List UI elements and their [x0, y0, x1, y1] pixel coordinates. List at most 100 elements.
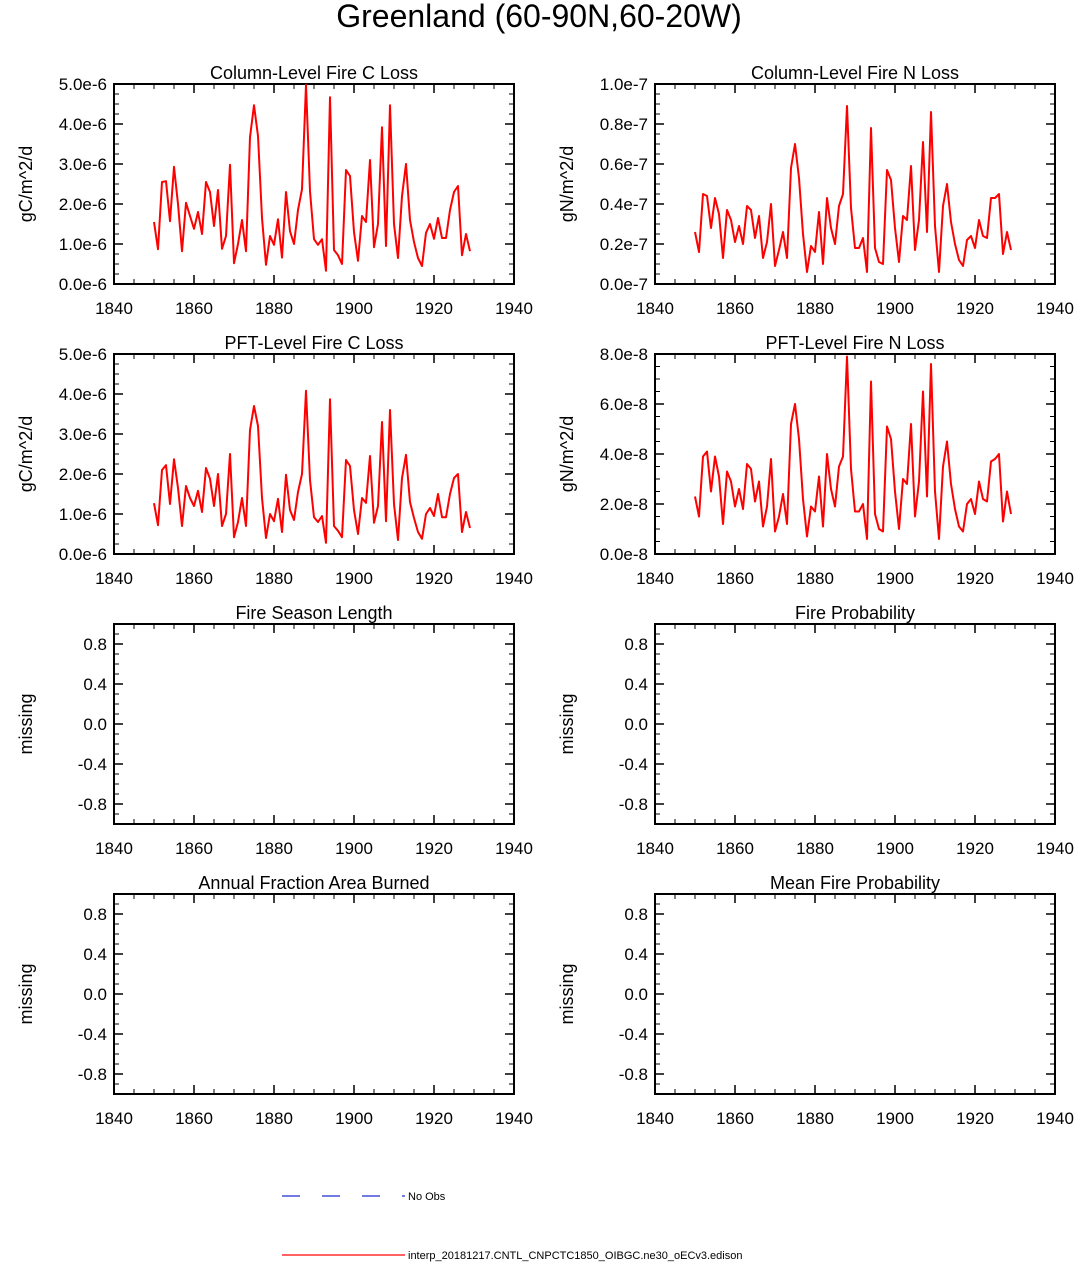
y-tick-label: 3.0e-6	[59, 425, 107, 444]
y-tick-label: 0.8	[83, 905, 107, 924]
y-tick-label: 0.0	[83, 985, 107, 1004]
x-tick-label: 1940	[495, 1109, 533, 1128]
y-tick-label: -0.8	[619, 795, 648, 814]
x-tick-label: 1940	[1036, 839, 1074, 858]
y-tick-label: 0.2e-7	[600, 235, 648, 254]
x-tick-label: 1840	[95, 569, 133, 588]
x-tick-label: 1920	[415, 1109, 453, 1128]
y-axis-label: missing	[557, 693, 577, 754]
x-tick-label: 1940	[495, 569, 533, 588]
x-tick-label: 1880	[796, 1109, 834, 1128]
series-line	[694, 105, 1012, 273]
y-tick-label: -0.4	[78, 1025, 107, 1044]
panel-2: Column-Level Fire N Loss gN/m^2/d 1840 1860…	[557, 63, 1074, 318]
y-tick-label: -0.4	[78, 755, 107, 774]
x-tick-label: 1840	[636, 1109, 674, 1128]
x-tick-label: 1880	[796, 569, 834, 588]
panel-1: Column-Level Fire C Loss gC/m^2/d 1840 1860…	[16, 63, 533, 318]
y-tick-label: 0.0	[624, 715, 648, 734]
panel-6: Fire Probability missing 1840 1860 1880 1900 1…	[557, 603, 1074, 858]
y-tick-label: -0.8	[78, 1065, 107, 1084]
x-tick-label: 1880	[255, 1109, 293, 1128]
x-tick-label: 1880	[255, 569, 293, 588]
y-tick-label: 2.0e-6	[59, 195, 107, 214]
y-axis-label: missing	[16, 963, 36, 1024]
x-tick-label: 1920	[956, 839, 994, 858]
x-tick-label: 1940	[495, 839, 533, 858]
panel-5: Fire Season Length missing 1840 1860 1880 190…	[16, 603, 533, 858]
x-tick-label: 1840	[636, 569, 674, 588]
series-line	[153, 389, 471, 544]
plot-frame	[654, 893, 1056, 1095]
panel-title: PFT-Level Fire C Loss	[224, 333, 403, 353]
y-axis-label: gN/m^2/d	[557, 416, 577, 492]
y-tick-label: 4.0e-6	[59, 385, 107, 404]
x-tick-label: 1880	[796, 839, 834, 858]
x-tick-label: 1940	[495, 299, 533, 318]
x-tick-label: 1840	[636, 839, 674, 858]
y-tick-label: 3.0e-6	[59, 155, 107, 174]
x-tick-label: 1900	[335, 299, 373, 318]
x-tick-label: 1900	[876, 299, 914, 318]
x-tick-label: 1940	[1036, 569, 1074, 588]
x-tick-label: 1860	[175, 299, 213, 318]
x-tick-label: 1840	[636, 299, 674, 318]
panel-4: PFT-Level Fire N Loss gN/m^2/d 1840 1860 188…	[557, 333, 1074, 588]
y-tick-label: 4.0e-8	[600, 445, 648, 464]
plot-frame	[113, 893, 515, 1095]
y-axis-label: gC/m^2/d	[16, 146, 36, 222]
panel-title: Annual Fraction Area Burned	[198, 873, 429, 893]
x-tick-label: 1900	[876, 1109, 914, 1128]
y-tick-label: 4.0e-6	[59, 115, 107, 134]
y-axis-label: gC/m^2/d	[16, 416, 36, 492]
x-tick-label: 1940	[1036, 299, 1074, 318]
y-tick-label: 0.4	[624, 945, 648, 964]
panel-8: Mean Fire Probability missing 1840 1860 1880…	[557, 873, 1074, 1128]
y-tick-label: -0.4	[619, 755, 648, 774]
y-tick-label: 1.0e-7	[600, 75, 648, 94]
x-tick-label: 1900	[335, 569, 373, 588]
series-line	[153, 83, 471, 272]
x-tick-label: 1940	[1036, 1109, 1074, 1128]
plot-frame	[654, 623, 1056, 825]
panel-title: Column-Level Fire C Loss	[210, 63, 418, 83]
x-tick-label: 1840	[95, 1109, 133, 1128]
y-axis-label: missing	[557, 963, 577, 1024]
x-tick-label: 1900	[335, 839, 373, 858]
y-tick-label: -0.8	[78, 795, 107, 814]
panel-title: Mean Fire Probability	[770, 873, 940, 893]
x-tick-label: 1880	[796, 299, 834, 318]
y-tick-label: 8.0e-8	[600, 345, 648, 364]
panel-title: Fire Probability	[795, 603, 915, 623]
y-tick-label: 0.4e-7	[600, 195, 648, 214]
panel-title: PFT-Level Fire N Loss	[765, 333, 944, 353]
series-line	[694, 355, 1012, 540]
y-tick-label: 0.4	[83, 945, 107, 964]
panel-7: Annual Fraction Area Burned missing 1840 18…	[16, 873, 533, 1128]
x-tick-label: 1900	[876, 839, 914, 858]
x-tick-label: 1920	[415, 299, 453, 318]
y-tick-label: 0.0	[83, 715, 107, 734]
y-tick-label: 0.0e-6	[59, 275, 107, 294]
y-tick-label: 2.0e-8	[600, 495, 648, 514]
y-tick-label: 1.0e-6	[59, 235, 107, 254]
y-tick-label: 0.8	[624, 905, 648, 924]
legend: No Obs interp_20181217.CNTL_CNPCTC1850_OI…	[282, 1191, 742, 1262]
x-tick-label: 1920	[956, 1109, 994, 1128]
legend-label: interp_20181217.CNTL_CNPCTC1850_OIBGC.ne…	[408, 1250, 742, 1262]
panel-title: Column-Level Fire N Loss	[751, 63, 959, 83]
y-tick-label: 0.0e-6	[59, 545, 107, 564]
panel-3: PFT-Level Fire C Loss gC/m^2/d 1840 1860 188…	[16, 333, 533, 588]
y-tick-label: 0.6e-7	[600, 155, 648, 174]
x-tick-label: 1880	[255, 839, 293, 858]
x-tick-label: 1900	[876, 569, 914, 588]
y-tick-label: 0.8e-7	[600, 115, 648, 134]
y-axis-label: gN/m^2/d	[557, 146, 577, 222]
y-tick-label: 0.0e-7	[600, 275, 648, 294]
x-tick-label: 1840	[95, 839, 133, 858]
y-tick-label: 6.0e-8	[600, 395, 648, 414]
y-tick-label: 0.0	[624, 985, 648, 1004]
legend-label: No Obs	[408, 1191, 446, 1203]
panel-title: Fire Season Length	[235, 603, 392, 623]
